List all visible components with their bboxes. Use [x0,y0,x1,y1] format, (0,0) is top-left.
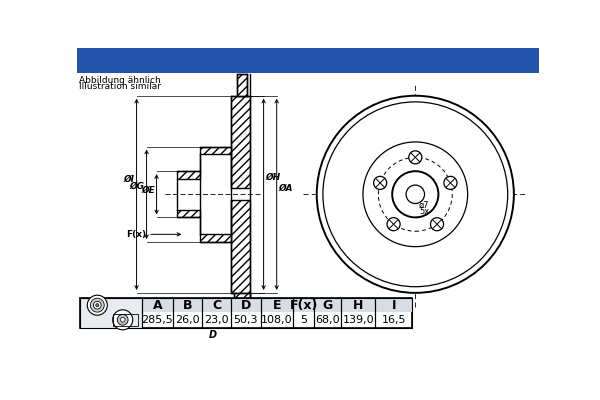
Text: 285,5: 285,5 [142,315,173,325]
Bar [173,298,202,328]
Text: B: B [236,320,244,330]
Bar [238,74,247,96]
Bar [260,298,293,328]
Bar [230,96,250,188]
Circle shape [409,151,422,164]
Circle shape [406,185,425,204]
Text: ØE: ØE [141,186,155,195]
Circle shape [392,171,439,217]
Text: ØA: ØA [278,184,293,193]
Circle shape [374,176,386,190]
Bar [113,314,138,326]
Text: ØI: ØI [123,174,134,183]
Bar [314,298,341,328]
Text: F(x): F(x) [289,299,318,312]
Text: 16,5: 16,5 [382,315,406,325]
Bar [375,298,412,328]
Circle shape [94,301,101,309]
Text: Illustration similar: Illustration similar [79,82,161,91]
Bar [341,298,375,328]
Bar [231,298,260,328]
Text: C (MTH): C (MTH) [254,313,298,323]
Bar [235,293,250,310]
Text: 68,0: 68,0 [316,315,340,325]
Text: 50,3: 50,3 [233,315,258,325]
Text: G: G [323,299,333,312]
Text: ø7: ø7 [419,200,430,209]
Circle shape [87,295,107,315]
Text: C: C [212,299,221,312]
Bar [176,210,200,218]
Text: ØG: ØG [129,182,144,191]
Circle shape [323,102,508,287]
Bar [200,234,230,242]
Text: 426122: 426122 [359,51,434,69]
Bar [293,298,314,328]
Text: 24.0126-0122.1: 24.0126-0122.1 [140,51,298,69]
Text: ØH: ØH [265,173,280,182]
Text: H: H [353,299,364,312]
Text: 108,0: 108,0 [261,315,293,325]
Circle shape [121,318,125,322]
Text: 139,0: 139,0 [343,315,374,325]
Bar [80,298,142,328]
Text: I: I [391,299,396,312]
Circle shape [387,218,400,231]
Circle shape [118,314,128,325]
Bar [77,48,539,73]
Circle shape [96,304,99,307]
Circle shape [430,218,443,231]
Circle shape [113,310,133,330]
Bar [230,200,250,293]
Text: 5: 5 [300,315,307,325]
Text: E: E [272,299,281,312]
Bar [202,298,231,328]
Text: 26,0: 26,0 [175,315,200,325]
Circle shape [91,298,104,312]
Text: F(x): F(x) [125,230,146,239]
Text: 5x: 5x [419,206,430,216]
Bar [80,298,412,328]
Text: Abbildung ähnlich: Abbildung ähnlich [79,76,161,85]
Circle shape [444,176,457,190]
Bar [142,298,412,312]
Text: B: B [182,299,192,312]
Bar [200,146,230,154]
Text: D: D [241,299,251,312]
Bar [142,298,173,328]
Text: D: D [209,330,217,340]
Bar [176,171,200,179]
Circle shape [317,96,514,293]
Text: 23,0: 23,0 [205,315,229,325]
Circle shape [363,142,467,247]
Text: A: A [152,299,162,312]
